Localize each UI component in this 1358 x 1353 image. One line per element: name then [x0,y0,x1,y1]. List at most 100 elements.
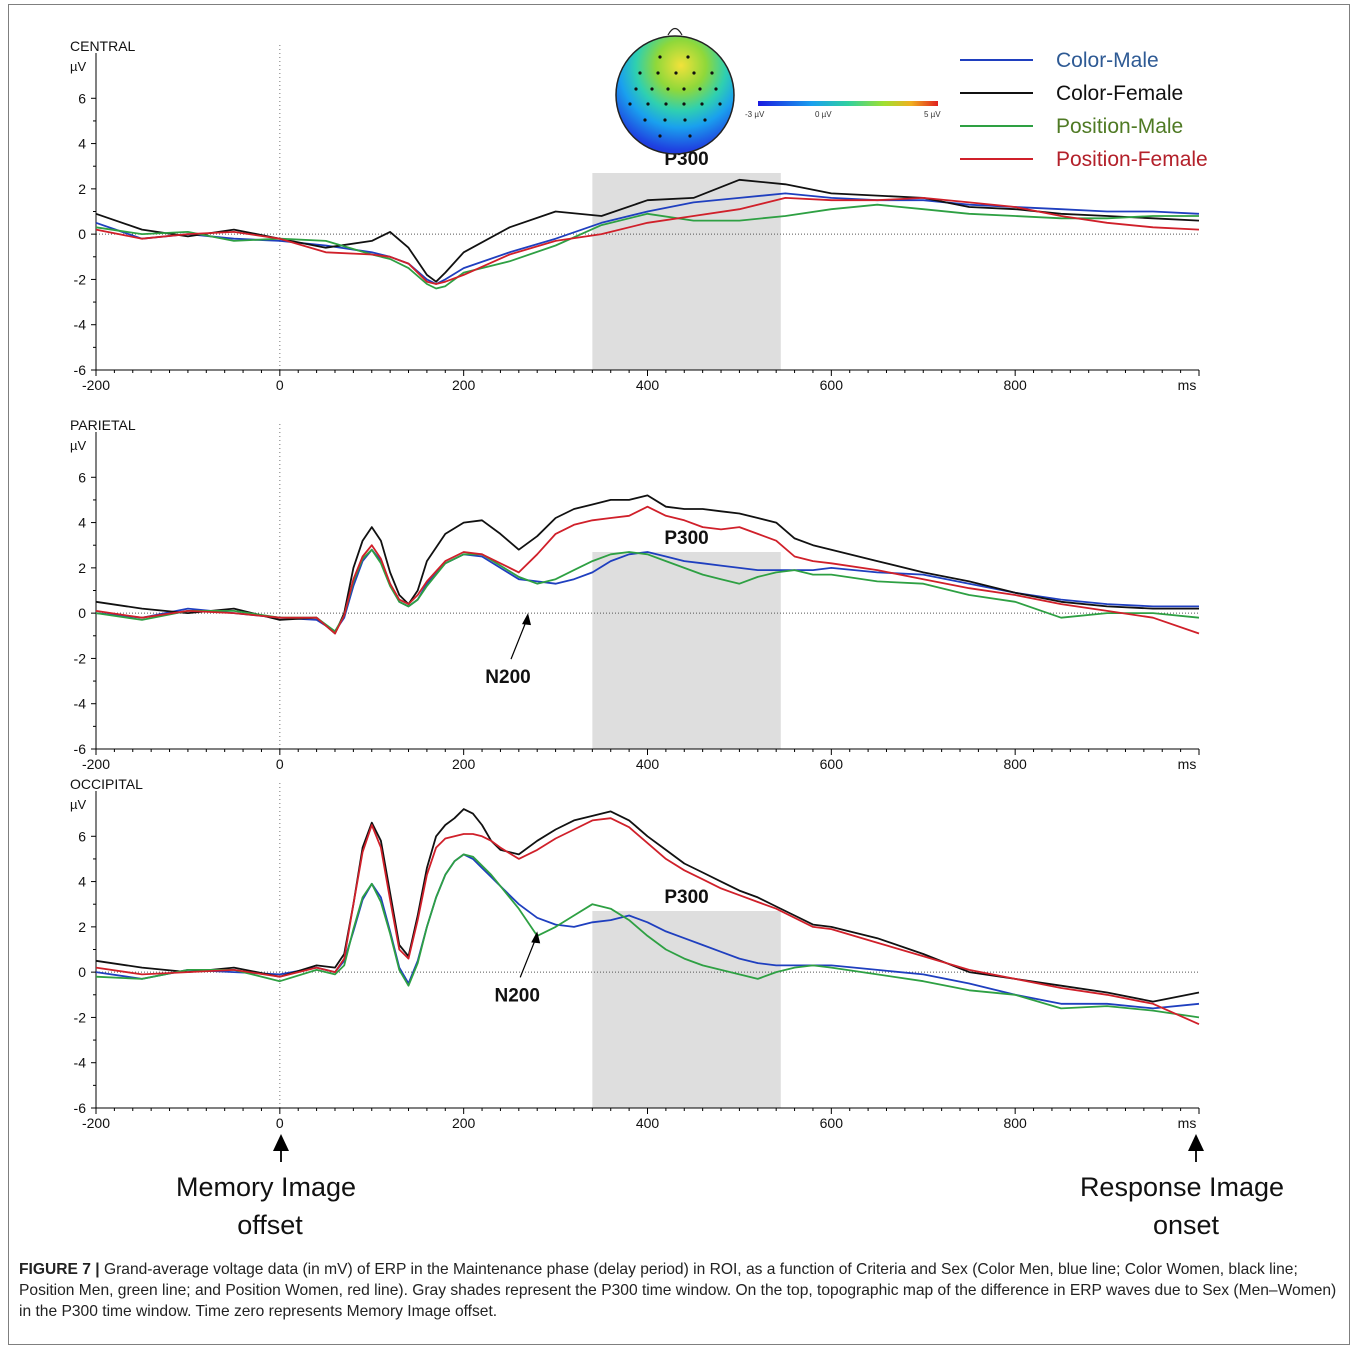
electrode-dot [643,118,647,122]
x-tick-label: 0 [276,377,284,393]
y-tick-label: -2 [74,271,87,287]
electrode-dot [650,87,654,91]
series-line-position-female [95,505,1200,635]
figure-caption: FIGURE 7 | Grand-average voltage data (i… [19,1259,1337,1322]
response-image-label-2: onset [1153,1210,1220,1240]
electrode-dot [692,71,696,75]
scale-label-max: 5 µV [924,110,941,119]
electrode-dot [683,118,687,122]
x-tick-label: 400 [636,1115,660,1131]
response-image-label-1: Response Image [1080,1172,1284,1202]
x-tick-label: 0 [276,756,284,772]
caption-text: Grand-average voltage data (in mV) of ER… [19,1261,1337,1320]
panel-parietal: P300 PARIETAL µV 6 4 2 0 -2 -4 -6-200 0 200 400 600 80… [70,417,1200,772]
y-tick-label: 4 [78,136,86,152]
y-tick-label: 6 [78,90,86,106]
x-tick-label: 200 [452,1115,476,1131]
electrode-dot [682,102,686,106]
y-axis-unit: µV [70,59,86,74]
legend: Color-Male Color-Female Position-Male Posit… [960,49,1208,171]
head-map [615,35,735,155]
x-tick-label: 800 [1003,1115,1027,1131]
electrode-dot [688,134,692,138]
y-tick-label: -6 [74,741,87,757]
topomap-nose [667,27,683,36]
p300-window-shade [592,173,781,370]
n200-arrow [519,937,537,978]
x-tick-label: -200 [82,377,110,393]
electrode-dot [682,87,686,91]
y-tick-label: 2 [78,181,86,197]
x-tick-label: -200 [82,1115,110,1131]
n200-arrow-head [531,931,541,944]
electrode-dot [664,102,668,106]
series-line-position-male [95,853,1200,1019]
y-tick-label: -4 [74,317,87,333]
topomap: -3 µV 0 µV 5 µV [615,27,941,155]
legend-label: Color-Female [1056,82,1183,105]
electrode-dot [638,71,642,75]
figure-frame [8,4,1350,1345]
electrode-dot [646,102,650,106]
x-tick-label: 200 [452,756,476,772]
electrode-dot [634,87,638,91]
y-tick-label: 6 [78,828,86,844]
panel-title: CENTRAL [70,38,136,54]
series-line-position-male [95,203,1199,290]
electrode-dot [674,71,678,75]
memory-image-label-2: offset [237,1210,303,1240]
scale-label-zero: 0 µV [815,110,832,119]
y-axis-unit: µV [70,438,86,453]
y-tick-label: 0 [78,226,86,242]
electrode-dot [710,71,714,75]
legend-label: Position-Male [1056,115,1183,138]
x-tick-label: 800 [1003,756,1027,772]
series-line-position-female [95,196,1200,285]
y-tick-label: 2 [78,560,86,576]
series-line-position-female [95,817,1200,1026]
response-arrow-head [1188,1134,1204,1151]
p300-label: P300 [664,887,708,908]
x-axis-unit: ms [1178,1115,1197,1131]
y-tick-label: -6 [74,362,87,378]
electrode-dot [686,55,690,59]
x-tick-label: 600 [820,756,844,772]
y-tick-label: 4 [78,874,86,890]
p300-window-shade [592,552,781,749]
electrode-dot [628,102,632,106]
panel-occipital: P300 OCCIPITAL µV 6 4 2 0 -2 -4 -6-200 0 200 400 600 8… [70,776,1200,1131]
color-scale-bar [758,101,938,106]
y-tick-label: 6 [78,469,86,485]
legend-label: Position-Female [1056,148,1208,171]
x-tick-label: -200 [82,756,110,772]
y-tick-label: -4 [74,1055,87,1071]
n200-arrow [510,618,528,660]
x-tick-label: 200 [452,377,476,393]
n200-label: N200 [485,667,530,688]
electrode-dot [698,87,702,91]
electrode-dot [663,118,667,122]
panel-title: PARIETAL [70,417,136,433]
y-tick-label: -2 [74,650,87,666]
y-tick-label: 0 [78,605,86,621]
series-line-color-female [95,178,1200,283]
electrode-dot [666,87,670,91]
y-tick-label: 4 [78,515,86,531]
p300-label: P300 [664,528,708,549]
memory-arrow-head [273,1134,289,1151]
x-tick-label: 400 [636,756,660,772]
y-tick-label: -2 [74,1009,87,1025]
x-tick-label: 0 [276,1115,284,1131]
panel-title: OCCIPITAL [70,776,143,792]
electrode-dots [628,55,722,138]
electrode-dot [703,118,707,122]
y-tick-label: -4 [74,696,87,712]
y-tick-label: 0 [78,964,86,980]
y-tick-label: -6 [74,1100,87,1116]
y-tick-label: 2 [78,919,86,935]
scale-label-min: -3 µV [745,110,765,119]
n200-label: N200 [494,985,539,1006]
x-tick-label: 600 [820,377,844,393]
